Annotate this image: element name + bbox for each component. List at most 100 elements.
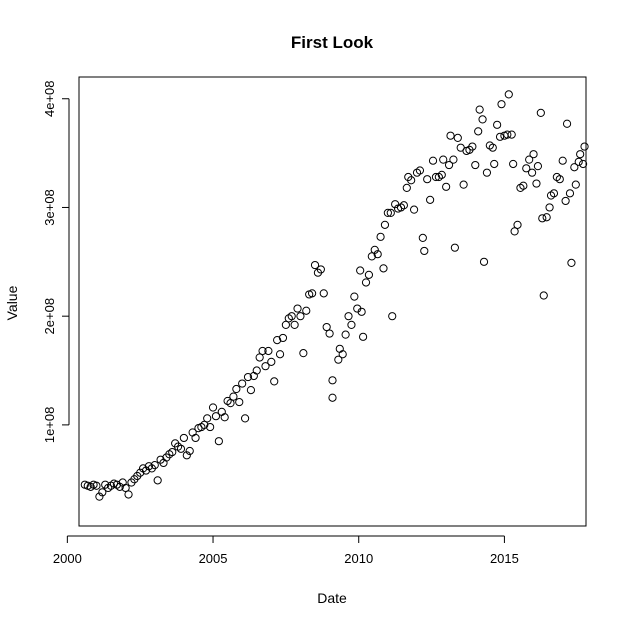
data-point [258, 346, 267, 356]
data-point [273, 335, 282, 345]
data-point [474, 127, 483, 136]
x-tick-label: 2005 [199, 551, 228, 566]
data-point [380, 220, 390, 229]
data-point [402, 183, 411, 192]
data-point [211, 412, 221, 421]
data-point [558, 156, 567, 165]
data-point [453, 133, 462, 142]
data-point [319, 289, 328, 298]
y-tick-label: 4e+08 [42, 80, 57, 117]
data-point [444, 160, 454, 170]
data-point [264, 346, 273, 356]
y-tick-label: 2e+08 [42, 298, 57, 335]
data-point [278, 333, 288, 343]
data-point [252, 366, 261, 375]
data-point [386, 208, 395, 217]
data-point [428, 156, 438, 165]
data-point [549, 189, 559, 198]
data-point [576, 150, 585, 159]
data-point [121, 483, 130, 493]
data-point [338, 350, 347, 359]
data-point [459, 180, 468, 189]
data-point [203, 414, 212, 423]
data-point [191, 433, 200, 443]
data-point [561, 196, 570, 206]
data-point [529, 150, 538, 159]
x-tick-label: 2015 [490, 551, 519, 566]
data-point [479, 257, 489, 266]
data-point [562, 119, 572, 128]
data-point [510, 227, 519, 236]
data-point [567, 258, 576, 268]
data-point [267, 357, 276, 366]
data-point [316, 265, 325, 274]
data-point [536, 108, 545, 117]
data-point [281, 320, 290, 329]
data-point [182, 451, 191, 460]
data-point [482, 168, 492, 177]
data-point [246, 386, 256, 395]
data-point [344, 312, 353, 321]
data-point [347, 320, 356, 329]
data-point [232, 384, 241, 394]
data-point [379, 264, 388, 273]
data-point [495, 132, 505, 141]
data-point [468, 142, 477, 151]
data-point [478, 115, 487, 124]
data-point [98, 488, 107, 497]
data-point [95, 492, 104, 501]
x-axis-label: Date [317, 590, 347, 606]
data-point [370, 245, 379, 254]
data-point [388, 312, 397, 321]
data-point [542, 213, 551, 222]
data-point [287, 312, 296, 321]
data-point [509, 159, 518, 169]
data-point [503, 130, 512, 139]
data-point [335, 344, 344, 353]
data-point [490, 159, 499, 169]
data-point [488, 143, 497, 152]
data-point [570, 163, 579, 172]
data-point [185, 446, 194, 456]
data-point [357, 307, 366, 316]
data-point [214, 437, 223, 446]
data-point [325, 329, 334, 338]
data-points [80, 90, 589, 501]
data-point [92, 481, 101, 490]
x-tick-label: 2000 [53, 551, 82, 566]
data-point [220, 413, 229, 422]
data-point [150, 461, 159, 470]
data-point [471, 160, 480, 170]
data-point [243, 372, 253, 382]
data-point [426, 195, 435, 204]
data-point [136, 468, 145, 477]
data-point [261, 362, 270, 371]
plot-frame [78, 76, 587, 527]
data-point [235, 397, 244, 407]
data-point [328, 393, 337, 402]
y-axis: 1e+08 2e+08 3e+08 4e+08 [42, 80, 70, 443]
data-point [341, 330, 350, 339]
data-point [358, 332, 368, 341]
data-point [442, 182, 451, 191]
data-point [356, 266, 365, 275]
data-point [275, 350, 285, 359]
data-point [383, 208, 392, 217]
data-point [423, 175, 432, 184]
data-point [578, 159, 588, 169]
data-point [497, 100, 506, 109]
y-tick-label: 3e+08 [42, 189, 57, 226]
data-point [446, 131, 455, 140]
data-point [420, 246, 429, 256]
data-point [226, 399, 235, 408]
data-point [322, 322, 331, 332]
data-point [361, 278, 371, 287]
data-point [240, 414, 250, 423]
data-point [310, 260, 320, 270]
data-point [376, 232, 385, 241]
data-point [208, 403, 218, 412]
data-point [296, 312, 305, 321]
data-point [153, 476, 162, 485]
data-point [439, 155, 448, 164]
